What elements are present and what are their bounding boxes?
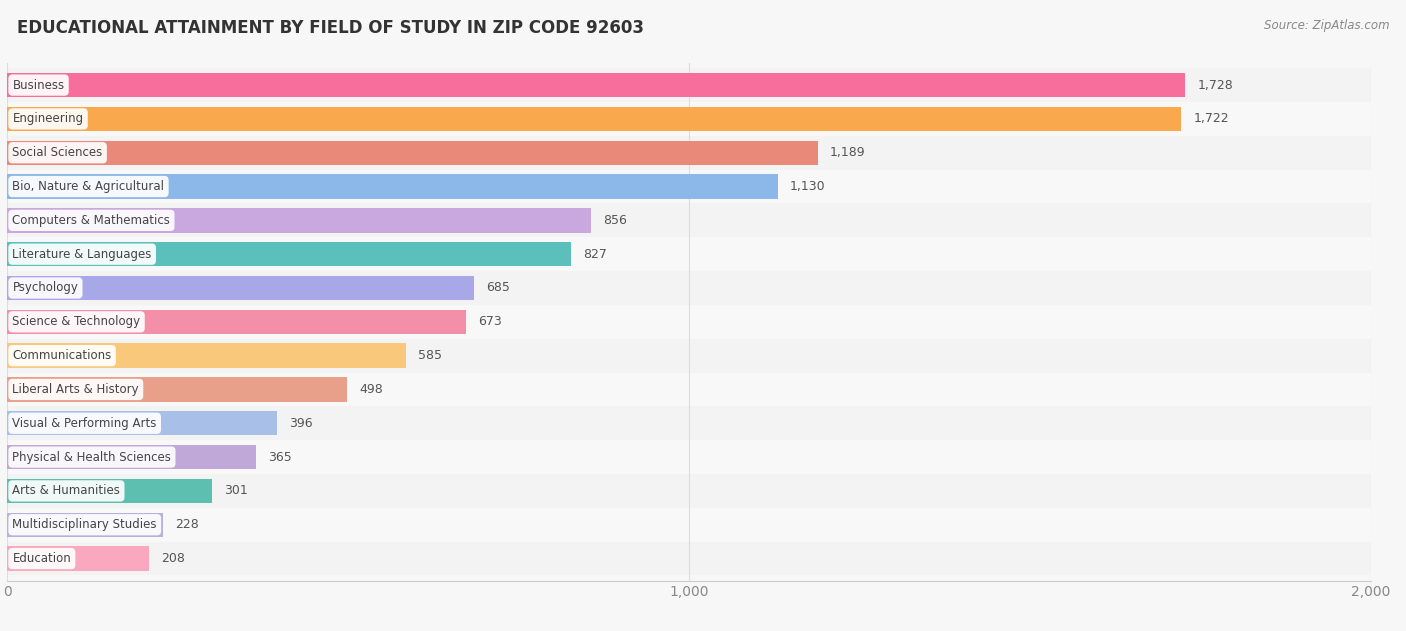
Text: 1,722: 1,722 — [1194, 112, 1229, 126]
Bar — [7, 170, 1371, 203]
Text: Multidisciplinary Studies: Multidisciplinary Studies — [13, 518, 157, 531]
Text: Education: Education — [13, 552, 72, 565]
Bar — [7, 208, 591, 233]
Text: Computers & Mathematics: Computers & Mathematics — [13, 214, 170, 227]
Bar — [7, 102, 1371, 136]
Bar — [7, 73, 1185, 97]
Bar — [7, 305, 1371, 339]
Bar — [7, 242, 571, 266]
Text: 856: 856 — [603, 214, 627, 227]
Bar — [7, 339, 1371, 372]
Bar — [7, 310, 465, 334]
Text: 365: 365 — [269, 451, 292, 464]
Bar — [7, 372, 1371, 406]
Text: 585: 585 — [418, 349, 443, 362]
Bar — [7, 445, 256, 469]
Bar — [7, 68, 1371, 102]
Text: 228: 228 — [174, 518, 198, 531]
Bar — [7, 411, 277, 435]
Bar — [7, 546, 149, 570]
Text: 208: 208 — [162, 552, 186, 565]
Text: 301: 301 — [225, 485, 249, 497]
Bar — [7, 377, 347, 401]
Bar — [7, 271, 1371, 305]
Bar — [7, 141, 818, 165]
Bar — [7, 343, 406, 368]
Text: Source: ZipAtlas.com: Source: ZipAtlas.com — [1264, 19, 1389, 32]
Bar — [7, 474, 1371, 508]
Bar — [7, 174, 778, 199]
Bar — [7, 508, 1371, 541]
Bar — [7, 406, 1371, 440]
Bar — [7, 276, 474, 300]
Text: EDUCATIONAL ATTAINMENT BY FIELD OF STUDY IN ZIP CODE 92603: EDUCATIONAL ATTAINMENT BY FIELD OF STUDY… — [17, 19, 644, 37]
Text: 1,189: 1,189 — [830, 146, 866, 159]
Bar — [7, 512, 163, 537]
Text: 1,728: 1,728 — [1198, 79, 1233, 91]
Text: Communications: Communications — [13, 349, 111, 362]
Text: Business: Business — [13, 79, 65, 91]
Bar — [7, 541, 1371, 575]
Text: Social Sciences: Social Sciences — [13, 146, 103, 159]
Text: Liberal Arts & History: Liberal Arts & History — [13, 383, 139, 396]
Bar — [7, 203, 1371, 237]
Bar — [7, 440, 1371, 474]
Text: Bio, Nature & Agricultural: Bio, Nature & Agricultural — [13, 180, 165, 193]
Text: Literature & Languages: Literature & Languages — [13, 248, 152, 261]
Text: 685: 685 — [486, 281, 510, 295]
Bar — [7, 136, 1371, 170]
Text: 1,130: 1,130 — [790, 180, 825, 193]
Text: 396: 396 — [290, 416, 314, 430]
Text: Visual & Performing Arts: Visual & Performing Arts — [13, 416, 157, 430]
Text: 673: 673 — [478, 316, 502, 328]
Text: Psychology: Psychology — [13, 281, 79, 295]
Text: Engineering: Engineering — [13, 112, 83, 126]
Text: Physical & Health Sciences: Physical & Health Sciences — [13, 451, 172, 464]
Bar — [7, 237, 1371, 271]
Bar — [7, 107, 1181, 131]
Text: Arts & Humanities: Arts & Humanities — [13, 485, 121, 497]
Text: 498: 498 — [359, 383, 382, 396]
Bar — [7, 479, 212, 503]
Text: 827: 827 — [583, 248, 607, 261]
Text: Science & Technology: Science & Technology — [13, 316, 141, 328]
